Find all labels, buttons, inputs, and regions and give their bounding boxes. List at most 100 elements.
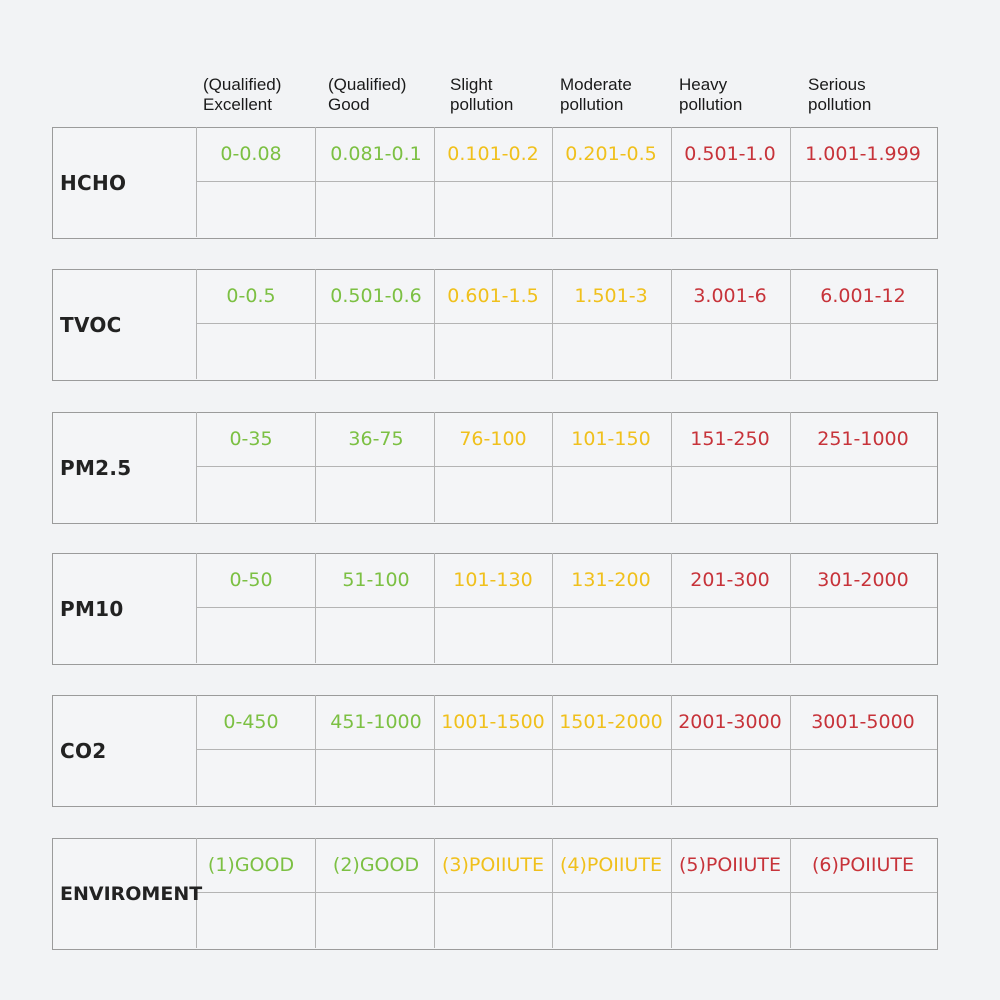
header-serious-pollution: Serious pollution [808,75,871,115]
range-cell: 201-300 [690,569,770,591]
row-label: HCHO [60,171,127,195]
column-divider [790,269,791,379]
range-cell: 151-250 [690,428,770,450]
range-cell: 131-200 [571,569,651,591]
header-line: (Qualified) [328,75,407,94]
range-cell: 301-2000 [817,569,909,591]
column-divider [196,412,197,522]
header-line: pollution [560,95,624,114]
table-block-co2: CO2 0-450 451-1000 1001-1500 1501-2000 2001-3… [52,695,938,807]
row-divider [196,181,937,182]
range-cell: 0-50 [229,569,273,591]
column-divider [552,269,553,379]
range-cell: (6)POIIUTE [811,854,915,876]
range-cell: 6.001-12 [820,285,906,307]
column-divider [552,838,553,948]
column-divider [315,838,316,948]
column-divider [552,412,553,522]
column-divider [434,695,435,805]
column-divider [196,553,197,663]
column-headers: (Qualified) Excellent (Qualified) Good S… [0,75,1000,120]
range-cell: 36-75 [348,428,404,450]
row-label: PM2.5 [60,456,132,480]
column-divider [196,127,197,237]
column-divider [196,269,197,379]
range-cell: (3)POIIUTE [441,854,545,876]
table-block-tvoc: TVOC 0-0.5 0.501-0.6 0.601-1.5 1.501-3 3.001-… [52,269,938,381]
range-cell: 0.201-0.5 [565,143,657,165]
column-divider [671,695,672,805]
table-block-pm2-5: PM2.5 0-35 36-75 76-100 101-150 151-250 251-10… [52,412,938,524]
row-divider [196,323,937,324]
range-cell: 451-1000 [330,711,422,733]
column-divider [315,269,316,379]
header-line: pollution [808,95,872,114]
range-cell: (4)POIIUTE [559,854,663,876]
column-divider [196,695,197,805]
range-cell: 0-35 [229,428,273,450]
range-cell: 1.001-1.999 [805,143,921,165]
column-divider [671,412,672,522]
header-line: Good [328,95,370,114]
column-divider [552,695,553,805]
column-divider [790,695,791,805]
header-line: pollution [679,95,743,114]
header-line: pollution [450,95,514,114]
range-cell: (1)GOOD [207,854,295,876]
column-divider [671,553,672,663]
header-excellent: (Qualified) Excellent [203,75,281,115]
column-divider [552,553,553,663]
column-divider [315,553,316,663]
table-block-pm10: PM10 0-50 51-100 101-130 131-200 201-300 301-2… [52,553,938,665]
table-block-hcho: HCHO 0-0.08 0.081-0.1 0.101-0.2 0.201-0.5 0.5… [52,127,938,239]
header-line: Heavy [679,75,728,94]
table-block-enviroment: ENVIROMENT (1)GOOD (2)GOOD (3)POIIUTE (4)POI… [52,838,938,950]
table-border [52,127,938,239]
row-divider [196,607,937,608]
range-cell: 76-100 [459,428,527,450]
header-good: (Qualified) Good [328,75,406,115]
column-divider [434,127,435,237]
row-divider [196,892,937,893]
header-line: Slight [450,75,493,94]
column-divider [790,412,791,522]
column-divider [790,553,791,663]
range-cell: 3.001-6 [693,285,767,307]
column-divider [790,127,791,237]
column-divider [434,412,435,522]
header-heavy-pollution: Heavy pollution [679,75,742,115]
range-cell: (5)POIIUTE [678,854,782,876]
column-divider [790,838,791,948]
column-divider [552,127,553,237]
range-cell: 0-0.08 [220,143,282,165]
column-divider [315,695,316,805]
range-cell: 1001-1500 [441,711,545,733]
table-border [52,412,938,524]
row-label: CO2 [60,739,107,763]
column-divider [434,838,435,948]
range-cell: (2)GOOD [332,854,420,876]
column-divider [315,412,316,522]
header-moderate-pollution: Moderate pollution [560,75,632,115]
row-label: TVOC [60,313,122,337]
row-label: PM10 [60,597,124,621]
row-label: ENVIROMENT [60,883,203,905]
range-cell: 0.101-0.2 [447,143,539,165]
range-cell: 0-0.5 [226,285,276,307]
range-cell: 1501-2000 [559,711,663,733]
table-border [52,269,938,381]
column-divider [434,269,435,379]
header-line: Excellent [203,95,272,114]
header-line: Moderate [560,75,632,94]
range-cell: 0.601-1.5 [447,285,539,307]
row-divider [196,466,937,467]
range-cell: 251-1000 [817,428,909,450]
header-line: Serious [808,75,866,94]
range-cell: 101-150 [571,428,651,450]
range-cell: 0.081-0.1 [330,143,422,165]
header-slight-pollution: Slight pollution [450,75,513,115]
table-border [52,838,938,950]
column-divider [671,127,672,237]
range-cell: 3001-5000 [811,711,915,733]
range-cell: 0.501-0.6 [330,285,422,307]
